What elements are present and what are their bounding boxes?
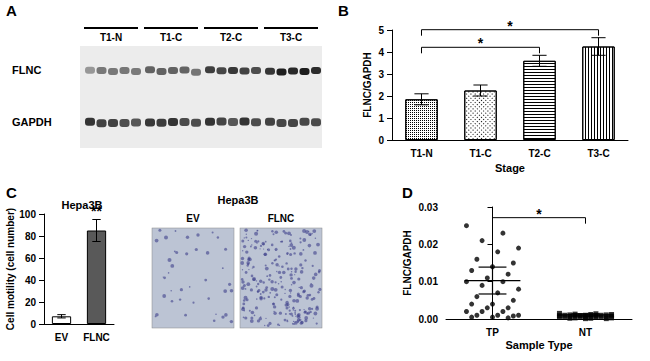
svg-text:100: 100	[19, 209, 36, 220]
svg-text:**: **	[91, 203, 102, 219]
svg-text:0.02: 0.02	[419, 239, 439, 250]
svg-text:GAPDH: GAPDH	[12, 116, 52, 128]
html-text:B: B	[338, 2, 349, 19]
svg-text:0: 0	[30, 319, 36, 330]
svg-text:Sample Type: Sample Type	[505, 339, 572, 351]
svg-text:1: 1	[378, 113, 384, 124]
svg-text:Hepa3B: Hepa3B	[61, 198, 103, 211]
svg-text:FLNC/GAPDH: FLNC/GAPDH	[362, 52, 373, 118]
svg-text:T1-N: T1-N	[410, 148, 432, 159]
svg-text:T3-C: T3-C	[587, 148, 609, 159]
svg-text:T2-C: T2-C	[528, 148, 550, 159]
svg-text:3: 3	[378, 69, 384, 80]
html-text:D: D	[402, 184, 413, 201]
svg-text:FLNC: FLNC	[12, 64, 41, 76]
svg-text:2: 2	[378, 91, 384, 102]
svg-text:FLNC/GAPDH: FLNC/GAPDH	[402, 230, 413, 296]
svg-text:T1-C: T1-C	[469, 148, 491, 159]
svg-text:0.00: 0.00	[419, 314, 439, 325]
html-text:C: C	[6, 184, 17, 201]
svg-text:NT: NT	[579, 327, 592, 338]
svg-text:20: 20	[25, 297, 37, 308]
svg-text:0.01: 0.01	[419, 276, 439, 287]
svg-text:TP: TP	[486, 327, 499, 338]
svg-text:*: *	[478, 35, 484, 51]
svg-text:T2-C: T2-C	[220, 32, 242, 43]
svg-text:4: 4	[378, 47, 384, 58]
svg-text:80: 80	[25, 231, 37, 242]
svg-text:EV: EV	[186, 213, 200, 224]
svg-text:0.03: 0.03	[419, 202, 439, 213]
svg-text:40: 40	[25, 275, 37, 286]
svg-text:FLNC: FLNC	[83, 332, 110, 343]
svg-text:*: *	[507, 18, 513, 34]
svg-text:Stage: Stage	[495, 162, 525, 174]
svg-text:60: 60	[25, 253, 37, 264]
svg-text:0: 0	[378, 135, 384, 146]
html-text:A: A	[6, 2, 17, 19]
svg-text:FLNC: FLNC	[268, 213, 295, 224]
svg-text:T1-N: T1-N	[100, 32, 122, 43]
svg-text:*: *	[536, 206, 542, 222]
svg-text:5: 5	[378, 25, 384, 36]
svg-text:Cell motility (cell number): Cell motility (cell number)	[5, 208, 16, 330]
svg-text:T3-C: T3-C	[280, 32, 302, 43]
svg-text:EV: EV	[55, 332, 69, 343]
svg-text:Hepa3B: Hepa3B	[218, 194, 259, 206]
svg-text:T1-C: T1-C	[160, 32, 182, 43]
